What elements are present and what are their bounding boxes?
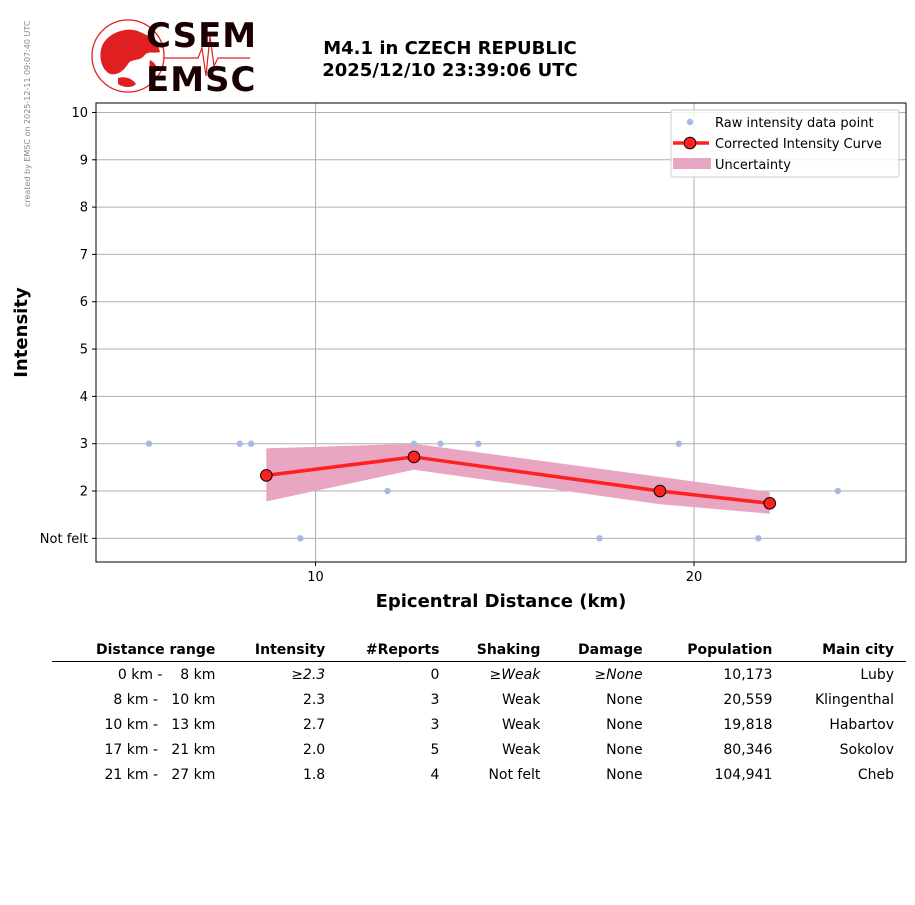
intensity-summary-table: Distance range Intensity #Reports Shakin…	[52, 640, 906, 787]
chart-title-line2: 2025/12/10 23:39:06 UTC	[322, 60, 578, 81]
cell-range: 8 km - 10 km	[113, 691, 216, 708]
plot-frame	[95, 102, 907, 563]
raw-data-point	[834, 487, 842, 495]
legend-box	[670, 109, 900, 178]
cell-city: Sokolov	[839, 741, 894, 758]
cell-population: 19,818	[723, 716, 773, 733]
raw-data-point	[596, 535, 603, 542]
y-tick-label: 9	[80, 153, 88, 168]
cell-population: 104,941	[714, 766, 773, 783]
globe-icon	[91, 19, 250, 93]
y-axis-label: Intensity	[11, 287, 32, 378]
cell-intensity: ≥2.3	[291, 666, 326, 683]
header-damage: Damage	[552, 640, 655, 662]
cell-intensity: 1.8	[302, 766, 326, 783]
y-tick-label: 4	[80, 390, 88, 405]
raw-data-point	[384, 487, 391, 495]
table-row: 10 km - 13 km 2.7 3 Weak None 19,818 Hab…	[52, 712, 906, 737]
legend-curve-label: Corrected Intensity Curve	[715, 137, 882, 152]
curve-marker	[260, 469, 273, 482]
logo-text-csem: CSEM	[146, 16, 258, 56]
y-tick-label: 2	[80, 485, 88, 500]
cell-population: 80,346	[723, 741, 773, 758]
cell-population: 10,173	[723, 666, 773, 683]
raw-data-point	[145, 440, 153, 447]
cell-damage: ≥None	[594, 666, 643, 683]
table-row: 0 km - 8 km ≥2.3 0 ≥Weak ≥None 10,173 Lu…	[52, 662, 906, 688]
cell-shaking: Weak	[502, 741, 541, 758]
legend-raw-swatch	[686, 118, 694, 126]
cell-intensity: 2.0	[302, 741, 326, 758]
emsc-logo: CSEM EMSC	[88, 18, 258, 98]
header-main-city: Main city	[784, 640, 906, 662]
raw-data-point	[437, 440, 444, 447]
header-shaking: Shaking	[451, 640, 553, 662]
raw-data-point	[410, 440, 418, 447]
cell-shaking: Weak	[502, 691, 541, 708]
y-tick-label: 8	[80, 201, 88, 216]
header-intensity: Intensity	[227, 640, 338, 662]
cell-reports: 0	[430, 666, 440, 683]
table-row: 8 km - 10 km 2.3 3 Weak None 20,559 Klin…	[52, 687, 906, 712]
raw-data-point	[297, 535, 304, 542]
x-axis-label: Epicentral Distance (km)	[376, 591, 627, 612]
header-distance-range: Distance range	[52, 640, 228, 662]
cell-reports: 3	[430, 716, 440, 733]
cell-shaking: Weak	[502, 716, 541, 733]
chart-title-line1: M4.1 in CZECH REPUBLIC	[323, 38, 577, 59]
cell-population: 20,559	[723, 691, 773, 708]
cell-city: Klingenthal	[814, 691, 894, 708]
legend-band-label: Uncertainty	[715, 158, 791, 173]
cell-reports: 4	[430, 766, 440, 783]
legend-curve-marker	[683, 136, 697, 150]
logo-text-emsc: EMSC	[146, 60, 257, 100]
cell-damage: None	[606, 691, 643, 708]
header-population: Population	[654, 640, 785, 662]
legend-band-swatch	[673, 158, 711, 169]
header-reports: #Reports	[337, 640, 452, 662]
raw-data-point	[247, 440, 255, 447]
table-row: 17 km - 21 km 2.0 5 Weak None 80,346 Sok…	[52, 737, 906, 762]
cell-intensity: 2.3	[302, 691, 326, 708]
cell-reports: 5	[430, 741, 440, 758]
cell-city: Habartov	[829, 716, 894, 733]
raw-data-point	[675, 440, 683, 447]
cell-intensity: 2.7	[302, 716, 326, 733]
y-tick-label: 7	[80, 248, 88, 263]
corrected-intensity-curve	[266, 455, 770, 506]
cell-city: Luby	[860, 666, 894, 683]
curve-marker	[653, 484, 667, 498]
curve-marker	[407, 450, 421, 464]
y-tick-label: 10	[71, 106, 88, 121]
table-row: 21 km - 27 km 1.8 4 Not felt None 104,94…	[52, 762, 906, 787]
intensity-chart: Not felt 2 3 4 5 6 7 8 9 10 10 20 Epicentral Distanc…	[11, 102, 907, 612]
cell-city: Cheb	[857, 766, 894, 783]
y-tick-label: 6	[80, 295, 88, 310]
cell-range: 21 km - 27 km	[104, 766, 216, 783]
cell-damage: None	[606, 766, 643, 783]
x-tick-label: 20	[686, 570, 703, 585]
cell-reports: 3	[430, 691, 440, 708]
cell-damage: None	[606, 741, 643, 758]
cell-shaking: Not felt	[488, 766, 541, 783]
cell-range: 10 km - 13 km	[104, 716, 216, 733]
table-header-row: Distance range Intensity #Reports Shakin…	[52, 640, 906, 662]
y-tick-label: 5	[80, 343, 88, 358]
cell-range: 17 km - 21 km	[104, 741, 216, 758]
y-tick-label: Not felt	[40, 532, 88, 547]
cell-range: 0 km - 8 km	[117, 666, 216, 683]
x-tick-label: 10	[307, 570, 324, 585]
legend-raw-label: Raw intensity data point	[715, 116, 874, 131]
curve-marker	[763, 497, 777, 510]
raw-data-point	[236, 440, 244, 447]
raw-data-point	[475, 440, 482, 447]
raw-data-point	[755, 535, 762, 542]
cell-damage: None	[606, 716, 643, 733]
y-tick-label: 3	[80, 437, 88, 452]
cell-shaking: ≥Weak	[489, 666, 541, 683]
